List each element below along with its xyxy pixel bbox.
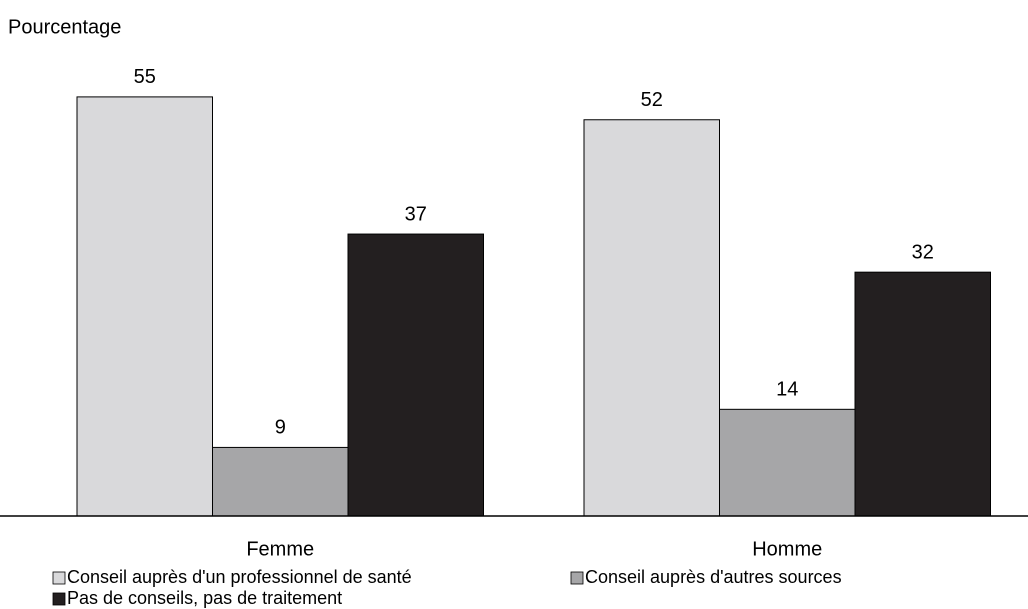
data-label: 32 [912,241,934,263]
legend-swatch [52,592,66,606]
bar [347,233,484,517]
data-label: 55 [134,66,156,88]
chart-title: Pourcentage [8,16,121,38]
x-tick-label: Femme [246,538,314,560]
data-label: 14 [776,379,798,401]
legend-label: Conseil auprès d'autres sources [585,567,842,587]
bar [583,119,720,517]
legend-label: Pas de conseils, pas de traitement [67,588,342,608]
data-label: 37 [405,203,427,225]
x-tick-label: Homme [752,538,822,560]
data-label: 9 [275,417,286,439]
bar [854,271,991,517]
data-label: 52 [641,89,663,111]
legend-label: Conseil auprès d'un professionnel de san… [67,567,412,587]
bar [212,446,349,517]
bar [719,408,856,517]
legend-swatch [52,571,66,585]
bar [76,96,213,517]
legend-swatch [570,571,584,585]
